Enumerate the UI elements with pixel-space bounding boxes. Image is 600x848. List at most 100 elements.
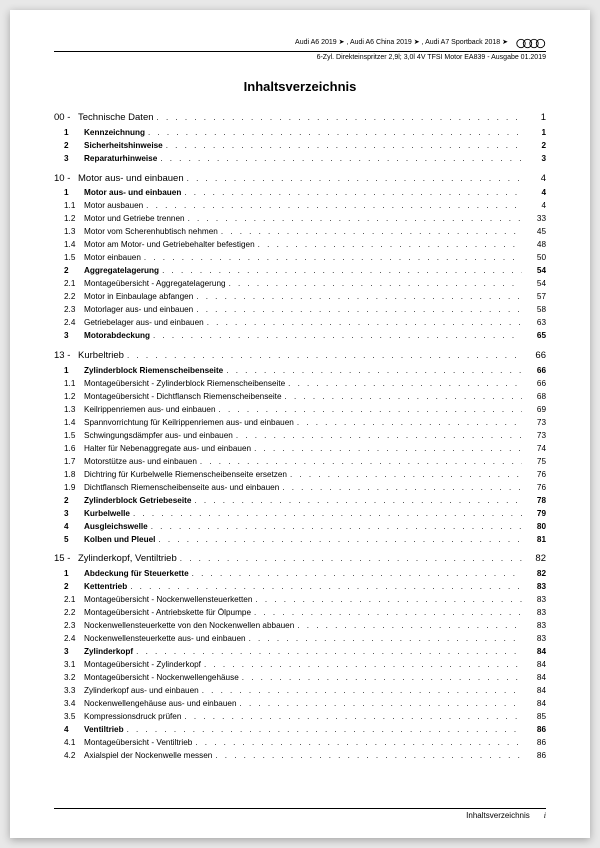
toc-item-page: 79	[522, 508, 546, 519]
toc-row: 4Ventiltrieb86	[54, 724, 546, 736]
toc-dots	[193, 305, 522, 316]
toc-item-number: 3.2	[54, 672, 84, 683]
toc-item-page: 1	[522, 127, 546, 138]
toc-item-label: Kettentrieb	[84, 581, 127, 592]
toc-item-number: 4.1	[54, 737, 84, 748]
toc-item-page: 63	[522, 317, 546, 328]
toc-item-label: Motor vom Scherenhubtisch nehmen	[84, 226, 218, 237]
toc-item-label: Motor aus- und einbauen	[84, 187, 181, 198]
toc-section: 13 -Kurbeltrieb661Zylinderblock Riemensc…	[54, 350, 546, 545]
toc-item-number: 4	[54, 724, 84, 735]
toc-dots	[255, 240, 522, 251]
toc-item-number: 3	[54, 153, 84, 164]
toc-item-label: Montageübersicht - Nockenwellengehäuse	[84, 672, 239, 683]
toc-item-label: Motor in Einbaulage abfangen	[84, 291, 193, 302]
toc-dots	[163, 141, 522, 152]
toc-dots	[150, 331, 522, 342]
toc-item-label: Montageübersicht - Ventiltrieb	[84, 737, 192, 748]
chapter-label: Kurbeltrieb	[78, 350, 124, 363]
toc-item-page: 76	[522, 469, 546, 480]
toc-item-number: 1.2	[54, 391, 84, 402]
toc-row: 1.2Montageübersicht - Dichtflansch Rieme…	[54, 391, 546, 403]
toc-dots	[218, 227, 522, 238]
toc-dots	[226, 279, 522, 290]
toc-item-label: Reparaturhinweise	[84, 153, 157, 164]
toc-dots	[204, 318, 522, 329]
toc-row: 2Aggregatelagerung54	[54, 265, 546, 277]
toc-item-number: 1.4	[54, 239, 84, 250]
toc-item-number: 1.6	[54, 443, 84, 454]
toc-item-page: 3	[522, 153, 546, 164]
toc-dots	[233, 431, 522, 442]
toc-item-number: 2	[54, 581, 84, 592]
toc-dots	[148, 522, 522, 533]
header-text: Audi A6 2019 ➤ , Audi A6 China 2019 ➤ , …	[295, 39, 508, 48]
toc-row: 1.4Spannvorrichtung für Keilrippenriemen…	[54, 417, 546, 429]
page-header: Audi A6 2019 ➤ , Audi A6 China 2019 ➤ , …	[54, 38, 546, 52]
toc-item-page: 75	[522, 456, 546, 467]
toc-item-label: Motorlager aus- und einbauen	[84, 304, 193, 315]
toc-item-page: 66	[522, 365, 546, 376]
toc-item-label: Aggregatelagerung	[84, 265, 159, 276]
toc-dots	[154, 113, 522, 124]
toc-dots	[282, 392, 522, 403]
toc-item-page: 33	[522, 213, 546, 224]
toc-item-page: 58	[522, 304, 546, 315]
toc-item-label: Zylinderkopf	[84, 646, 133, 657]
table-of-contents: 00 -Technische Daten11Kennzeichnung12Sic…	[54, 112, 546, 762]
chapter-number: 10 -	[54, 173, 78, 186]
toc-item-page: 2	[522, 140, 546, 151]
toc-item-page: 57	[522, 291, 546, 302]
toc-item-number: 1.5	[54, 252, 84, 263]
toc-item-page: 84	[522, 685, 546, 696]
header-line-1: Audi A6 2019 ➤ , Audi A6 China 2019 ➤ , …	[295, 39, 508, 48]
toc-item-page: 82	[522, 568, 546, 579]
toc-item-page: 69	[522, 404, 546, 415]
toc-dots	[127, 582, 522, 593]
toc-item-number: 3.3	[54, 685, 84, 696]
toc-item-label: Zylinderblock Getriebeseite	[84, 495, 191, 506]
toc-dots	[143, 201, 522, 212]
toc-item-page: 74	[522, 443, 546, 454]
toc-row: 1.2Motor und Getriebe trennen33	[54, 213, 546, 225]
toc-dots	[216, 405, 522, 416]
toc-item-label: Spannvorrichtung für Keilrippenriemen au…	[84, 417, 294, 428]
toc-item-number: 2.1	[54, 278, 84, 289]
toc-item-page: 4	[522, 187, 546, 198]
toc-dots	[159, 266, 522, 277]
toc-item-page: 50	[522, 252, 546, 263]
toc-row: 3Zylinderkopf84	[54, 646, 546, 658]
toc-dots	[133, 647, 522, 658]
toc-item-number: 2.2	[54, 291, 84, 302]
toc-row: 1.1Motor ausbauen4	[54, 200, 546, 212]
toc-dots	[251, 608, 522, 619]
toc-item-label: Nockenwellensteuerkette aus- und einbaue…	[84, 633, 246, 644]
toc-dots	[199, 686, 522, 697]
toc-item-number: 3.4	[54, 698, 84, 709]
toc-row: 2.3Motorlager aus- und einbauen58	[54, 304, 546, 316]
toc-dots	[294, 621, 522, 632]
toc-item-page: 65	[522, 330, 546, 341]
toc-item-page: 54	[522, 278, 546, 289]
toc-item-number: 2.4	[54, 317, 84, 328]
toc-row: 1.4Motor am Motor- und Getriebehalter be…	[54, 239, 546, 251]
toc-row: 1Motor aus- und einbauen4	[54, 187, 546, 199]
toc-dots	[212, 751, 522, 762]
toc-row: 4Ausgleichswelle80	[54, 521, 546, 533]
toc-row: 2.3Nockenwellensteuerkette von den Nocke…	[54, 620, 546, 632]
toc-row: 1.3Motor vom Scherenhubtisch nehmen45	[54, 226, 546, 238]
toc-row: 2.4Nockenwellensteuerkette aus- und einb…	[54, 633, 546, 645]
toc-item-label: Nockenwellensteuerkette von den Nockenwe…	[84, 620, 294, 631]
toc-item-number: 1	[54, 365, 84, 376]
toc-item-label: Kurbelwelle	[84, 508, 130, 519]
toc-dots	[189, 569, 522, 580]
toc-item-page: 45	[522, 226, 546, 237]
toc-row: 1Abdeckung für Steuerkette82	[54, 568, 546, 580]
toc-item-number: 1.9	[54, 482, 84, 493]
toc-item-page: 86	[522, 737, 546, 748]
toc-dots	[193, 292, 522, 303]
toc-chapter-row: 00 -Technische Daten1	[54, 112, 546, 125]
toc-item-number: 1	[54, 568, 84, 579]
toc-row: 4.2Axialspiel der Nockenwelle messen86	[54, 750, 546, 762]
toc-row: 1.9Dichtflansch Riemenscheibenseite aus-…	[54, 482, 546, 494]
